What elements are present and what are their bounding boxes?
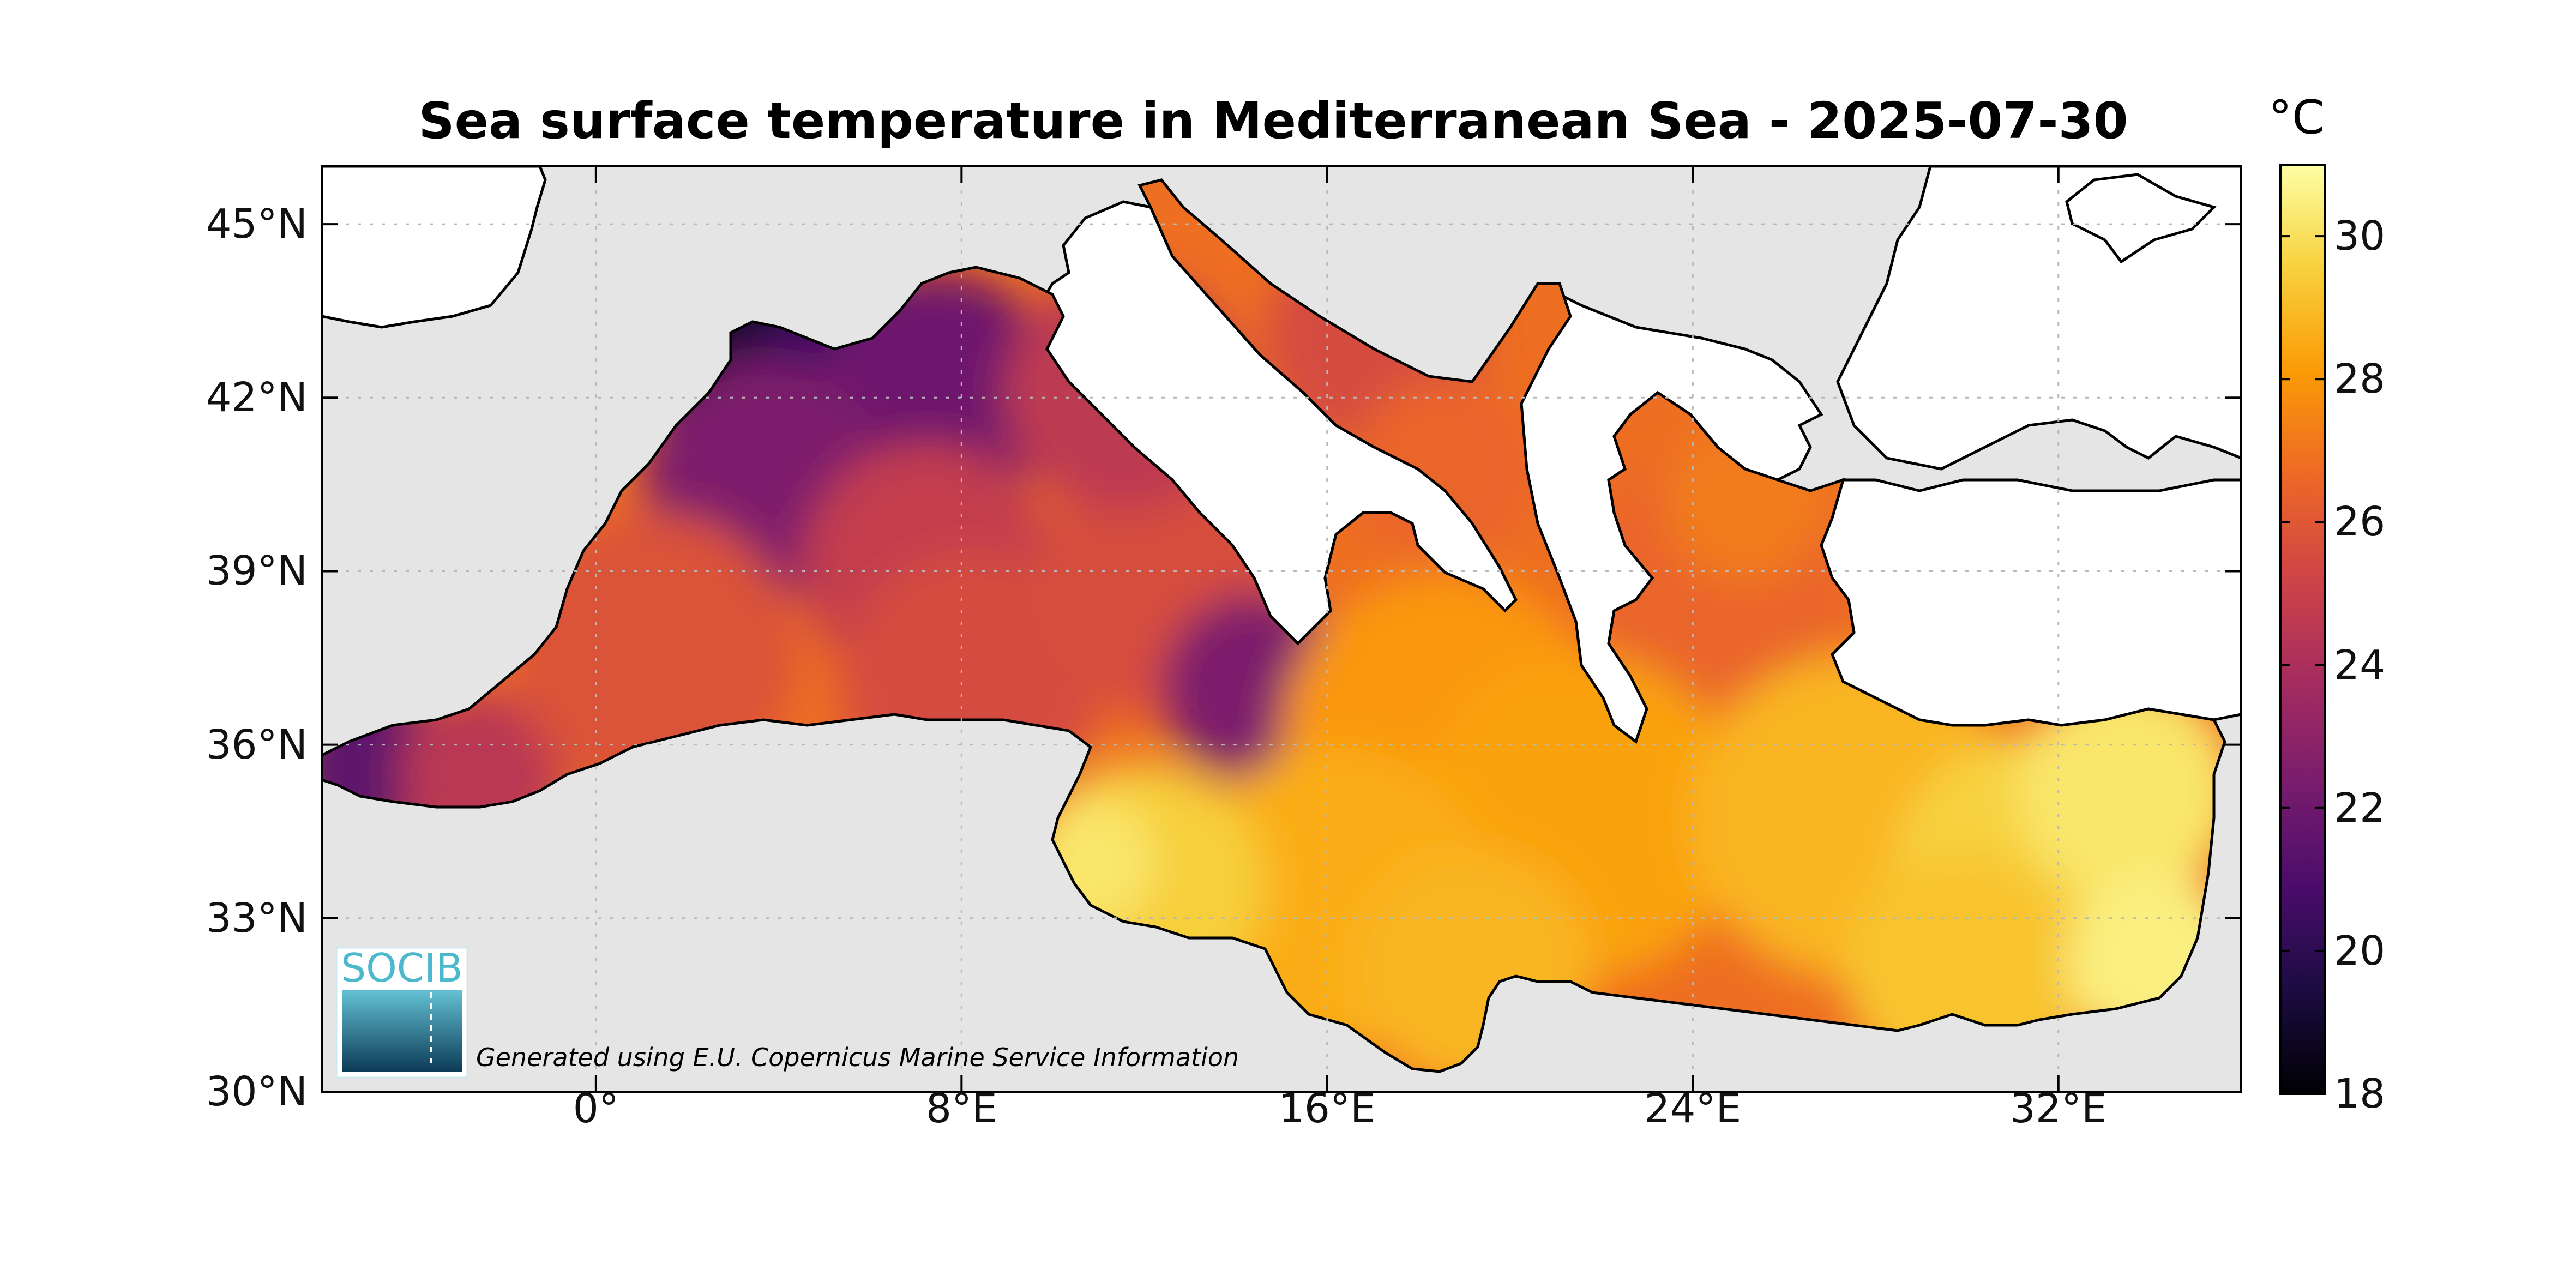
- lat-tick-label: 45°N: [206, 201, 308, 248]
- land-france-iberia: [322, 166, 547, 329]
- lat-tick-label: 33°N: [206, 894, 308, 942]
- colorbar-unit: °C: [2268, 91, 2325, 145]
- colorbar-tick-label: 18: [2334, 1070, 2386, 1117]
- colorbar-tick-label: 26: [2334, 498, 2386, 546]
- colorbar-tick-label: 30: [2334, 213, 2386, 260]
- colorbar-tick-label: 24: [2334, 641, 2386, 689]
- lon-tick-label: 8°E: [925, 1085, 997, 1132]
- lon-tick-label: 0°: [573, 1085, 619, 1132]
- lat-tick-label: 39°N: [206, 547, 308, 595]
- colorbar-ticks: [2280, 235, 2325, 1095]
- lat-tick-label: 30°N: [206, 1068, 308, 1115]
- colorbar: [2279, 164, 2326, 1095]
- lat-tick-label: 42°N: [206, 374, 308, 422]
- sea-coastline: [322, 178, 2226, 1073]
- map-grid: [322, 166, 2241, 1092]
- lon-tick-label: 32°E: [2009, 1085, 2107, 1132]
- colorbar-tick-label: 20: [2334, 927, 2386, 974]
- lon-tick-label: 16°E: [1278, 1085, 1376, 1132]
- colorbar-tick-label: 22: [2334, 784, 2386, 832]
- axis-ticks: [322, 166, 2241, 1093]
- lon-tick-label: 24°E: [1644, 1085, 1742, 1132]
- colorbar-tick-label: 28: [2334, 356, 2386, 403]
- plot-frame: [321, 165, 2242, 1093]
- socib-logo: SOCIB: [335, 945, 468, 1079]
- map-title: Sea surface temperature in Mediterranean…: [418, 92, 2128, 150]
- lat-tick-label: 36°N: [206, 721, 308, 768]
- socib-logo-text: SOCIB: [341, 945, 462, 991]
- land-crimea: [2065, 173, 2217, 264]
- sst-field: [322, 180, 2225, 1072]
- credit-text: Generated using E.U. Copernicus Marine S…: [476, 1043, 1239, 1072]
- land-turkey: [1820, 478, 2241, 727]
